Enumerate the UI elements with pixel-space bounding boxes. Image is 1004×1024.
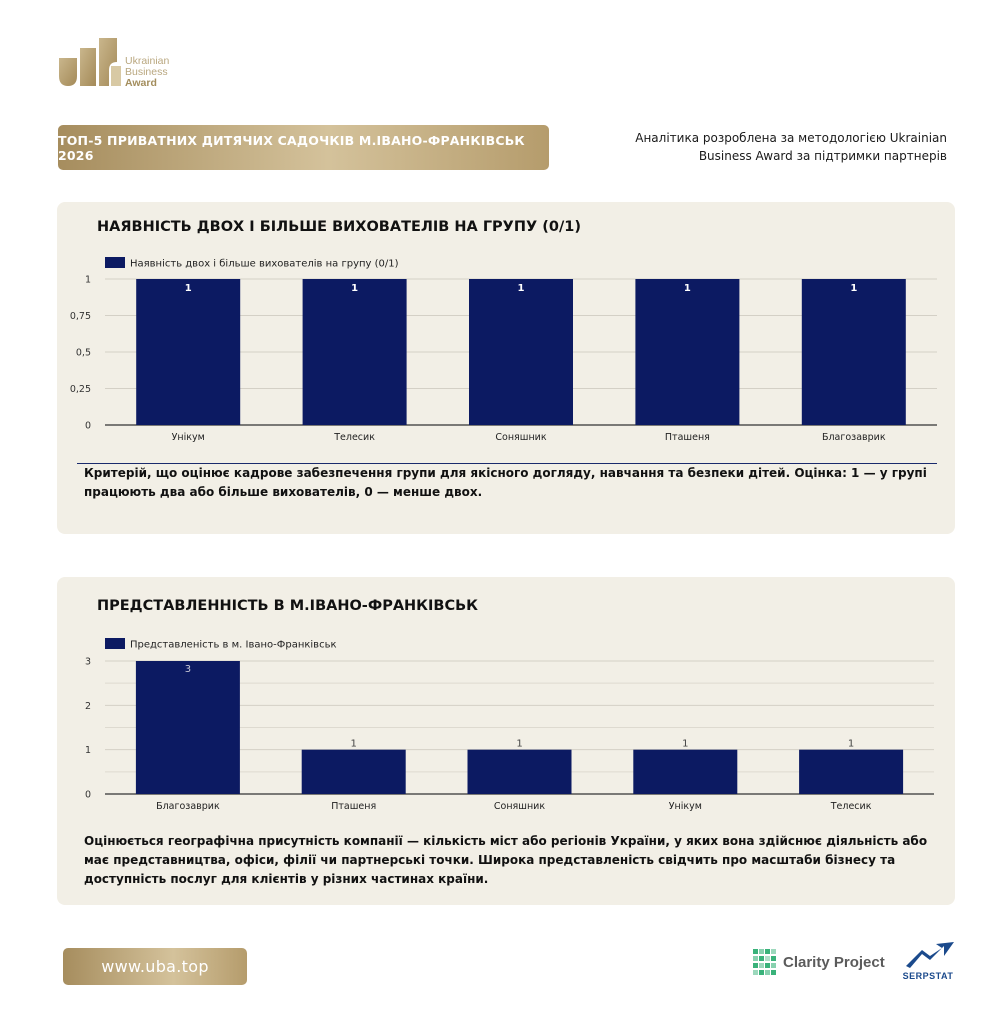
data-label: 1 [518,283,525,294]
page-title: ТОП-5 ПРИВАТНИХ ДИТЯЧИХ САДОЧКІВ М.ІВАНО… [58,125,549,170]
bar [801,279,906,425]
legend-label: Наявність двох і більше вихователів на г… [130,258,399,270]
bar [635,279,740,425]
x-tick-label: Соняшник [494,801,545,812]
bar [633,749,738,794]
legend-label: Представленість в м. Івано-Франківськ [130,639,337,651]
y-tick-label: 0 [85,790,91,801]
bar-chart-presence: 0 1 2 3 Представленість в м. Івано-Франківсь… [85,638,934,812]
data-label: 1 [185,283,192,294]
uba-logo-icon [59,38,121,86]
data-label: 1 [351,283,358,294]
methodology-note: Аналітика розроблена за методологією Ukr… [635,131,947,163]
chart-description: Оцінюється географічна присутність компа… [84,834,928,886]
clarity-project-logo: Clarity Project [753,948,885,976]
legend-swatch [105,257,125,268]
y-tick-label: 0,75 [70,311,91,322]
data-label: 1 [684,283,691,294]
logo-line-business: Business [125,66,168,78]
bar [135,661,240,794]
ukrainian-business-award-logo: Ukrainian Business Award [57,36,187,92]
legend-swatch [105,638,125,649]
chart-title: ПРЕДСТАВЛЕННІСТЬ В М.ІВАНО-ФРАНКІВСЬК [97,598,479,614]
data-label: 1 [351,739,357,750]
serpstat-label: SERPSTAT [902,971,954,981]
x-tick-label: Пташеня [665,432,710,443]
x-tick-label: Соняшник [495,432,546,443]
x-tick-label: Унікум [669,801,702,812]
x-tick-label: Благозаврик [156,801,220,812]
y-tick-label: 1 [85,275,91,286]
bar-chart-teachers: 0 0,25 0,5 0,75 1 Наявність двох і більше вих… [70,257,937,443]
data-label: 1 [848,739,854,750]
x-tick-label: Унікум [172,432,205,443]
chart-card-presence: ПРЕДСТАВЛЕННІСТЬ В М.ІВАНО-ФРАНКІВСЬК 0 1… [57,577,955,905]
bar [467,749,572,794]
x-tick-label: Телесик [333,432,375,443]
bar [301,749,406,794]
x-tick-label: Телесик [830,801,872,812]
bar [136,279,241,425]
y-tick-label: 3 [85,657,91,668]
bar [302,279,407,425]
data-label: 1 [682,739,688,750]
logo-line-award: Award [125,77,157,89]
clarity-grid-icon [753,949,776,975]
y-tick-label: 2 [85,701,91,712]
y-tick-label: 0 [85,421,91,432]
chart-description: Критерій, що оцінює кадрове забезпечення… [84,466,927,499]
y-tick-label: 1 [85,745,91,756]
x-tick-label: Пташеня [331,801,376,812]
data-label: 1 [850,283,857,294]
logo-line-ukrainian: Ukrainian [125,55,170,67]
divider [77,463,937,464]
data-label: 1 [516,739,522,750]
clarity-project-label: Clarity Project [783,953,885,971]
chart-title: НАЯВНІСТЬ ДВОХ І БІЛЬШЕ ВИХОВАТЕЛІВ НА Г… [97,219,581,235]
bar [799,749,904,794]
serpstat-chart-icon [906,942,954,968]
y-tick-label: 0,25 [70,384,91,395]
logo-wordmark: Ukrainian Business Award [125,56,169,89]
y-tick-label: 0,5 [76,348,91,359]
data-label: 3 [185,664,191,675]
bar [469,279,573,425]
serpstat-logo: SERPSTAT [900,940,956,982]
website-link[interactable]: www.uba.top [63,948,247,985]
x-tick-label: Благозаврик [822,432,886,443]
chart-card-teachers: НАЯВНІСТЬ ДВОХ І БІЛЬШЕ ВИХОВАТЕЛІВ НА Г… [57,202,955,534]
